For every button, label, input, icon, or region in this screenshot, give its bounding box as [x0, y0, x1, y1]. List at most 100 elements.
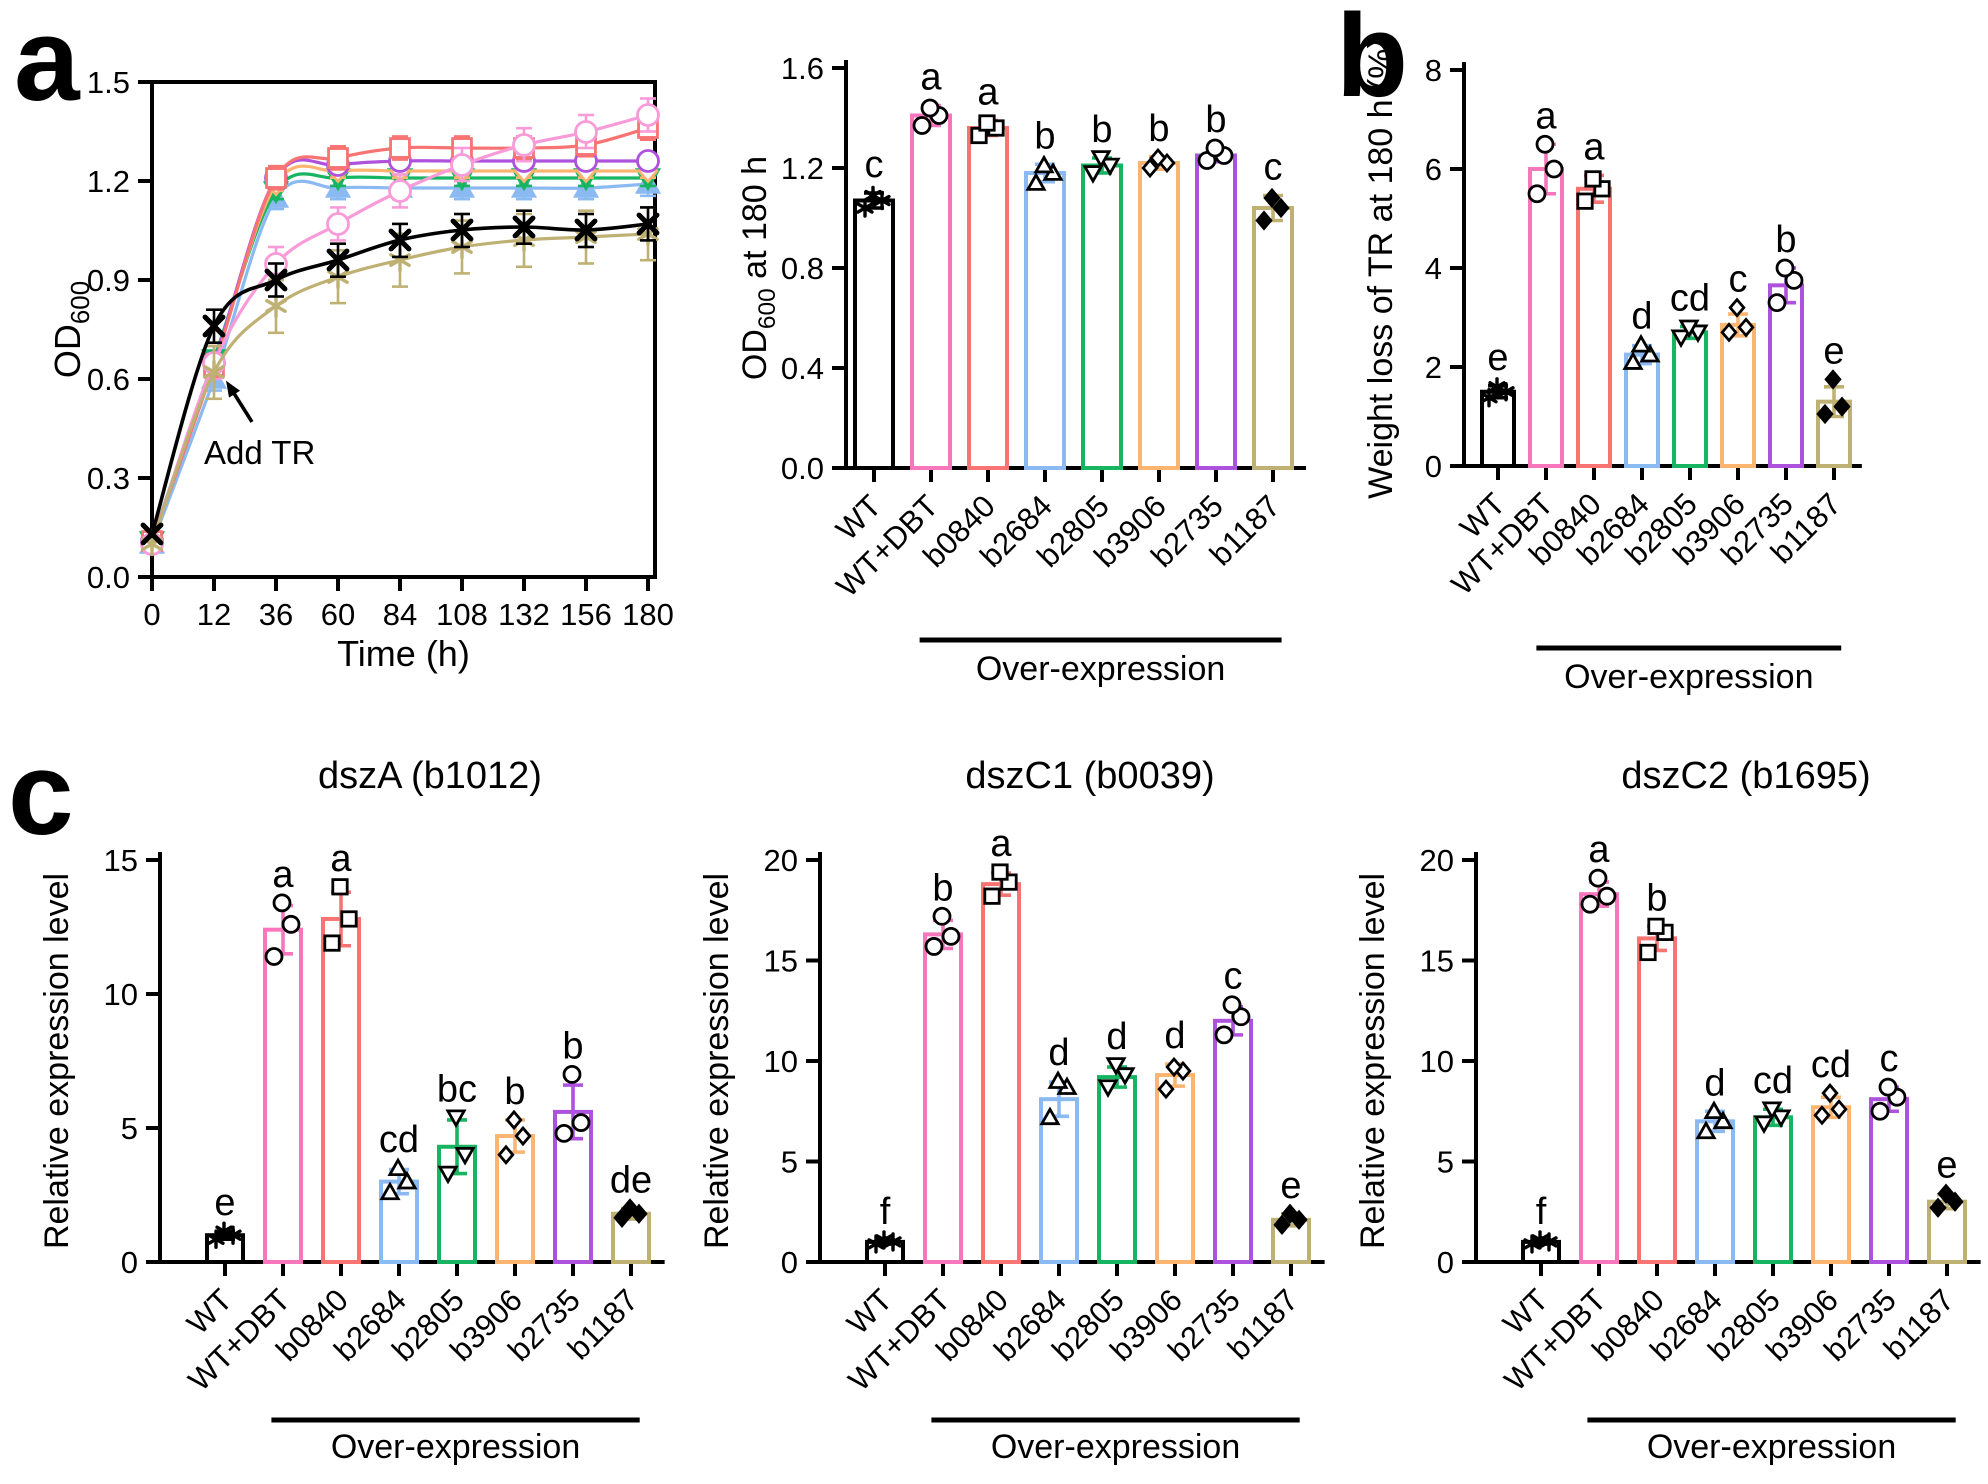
marker-shape: [1929, 1197, 1947, 1218]
marker-shape: [920, 98, 940, 118]
add-tr-annotation: Add TR: [204, 380, 315, 471]
significance-letter: a: [977, 72, 999, 114]
bar-b2805: [1753, 1115, 1793, 1264]
marker-shape: [1584, 170, 1602, 188]
x-tick-label: 36: [259, 597, 293, 632]
marker-triangle-down: [1114, 1067, 1136, 1086]
marker-diamond: [1149, 147, 1167, 169]
significance-letter: b: [1148, 108, 1169, 150]
marker-xcross: [326, 248, 350, 272]
marker-shape: [1544, 159, 1564, 179]
marker-diamond-filled: [1273, 1214, 1291, 1235]
dszA-expression-bar-chart: dszA (b1012) 0 5 10 15 Relative expression le…: [38, 755, 665, 1466]
marker-triangle-up: [1630, 333, 1652, 353]
marker-shape: [1761, 1101, 1783, 1121]
y-tick-label: 1.5: [87, 65, 130, 100]
marker-circle: [941, 926, 961, 946]
significance-letter: a: [1535, 95, 1557, 137]
marker-shape: [1149, 147, 1167, 169]
marker-shape: [1497, 386, 1515, 398]
marker-shape: [1830, 1099, 1848, 1120]
marker-circle: [264, 947, 284, 966]
marker-shape: [1670, 329, 1692, 349]
significance-letter: f: [1536, 1191, 1547, 1233]
marker-square: [340, 910, 358, 928]
x-tick-label: 0: [143, 597, 160, 632]
marker-diamond: [1157, 1078, 1175, 1100]
marker-shape: [272, 893, 292, 913]
marker-shape: [1824, 369, 1842, 390]
marker-shape: [1703, 1100, 1725, 1120]
marker-square: [1576, 192, 1594, 210]
marker-shape: [450, 153, 474, 177]
significance-letter: b: [932, 867, 953, 909]
y-tick-label: 0: [1437, 1245, 1454, 1280]
marker-diamond: [1813, 1105, 1831, 1126]
marker-shape: [1272, 197, 1290, 219]
panel-label-c: c: [8, 728, 74, 860]
group-bracket-label: Over-expression: [1647, 1428, 1896, 1466]
bar-WT+DBT: [263, 927, 303, 1264]
group-bracket: Over-expression: [271, 1417, 640, 1466]
y-tick-label: 15: [764, 944, 798, 979]
marker-shape: [1105, 1057, 1127, 1076]
marker-circle: [1870, 1101, 1890, 1121]
marker-circle: [1535, 134, 1555, 154]
bar-b2735: [1768, 283, 1804, 469]
axes: 0.0 0.3 0.6 0.9 1.2 1.5 0 12 36 60 84 108 132 156 180: [87, 65, 674, 632]
bar-b3906: [1811, 1105, 1851, 1265]
bar-b0840: [1576, 186, 1612, 469]
x-tick-label: 60: [321, 597, 355, 632]
y-axis-title: Relative expression level: [698, 873, 736, 1249]
marker-triangle-up: [1025, 172, 1047, 191]
y-tick-label: 0: [781, 1245, 798, 1280]
significance-letter: cd: [1670, 277, 1710, 319]
marker-circle: [636, 103, 660, 127]
bar-group-WT: fWT: [840, 1191, 905, 1341]
marker-diamond-filled: [1281, 1203, 1299, 1224]
marker-shape: [1878, 1077, 1898, 1097]
y-tick-label: 10: [1420, 1044, 1454, 1079]
marker-triangle-down: [1761, 1101, 1783, 1121]
marker-triangle-up: [1639, 343, 1661, 363]
bar-group-WT: fWT: [1496, 1191, 1561, 1341]
y-axis-title: Relative expression level: [1354, 873, 1392, 1249]
marker-diamond-filled: [1937, 1183, 1955, 1204]
marker-shape: [1214, 1025, 1234, 1045]
group-bracket: Over-expression: [931, 1417, 1300, 1466]
marker-shape: [1488, 381, 1506, 393]
bar-b0840: [321, 916, 361, 1265]
annotation-text: Add TR: [204, 434, 315, 471]
marker-triangle-up: [1695, 1120, 1717, 1140]
y-tick-label: 10: [764, 1044, 798, 1079]
marker-shape: [1784, 270, 1804, 290]
marker-shape: [574, 120, 598, 144]
bar-b2805: [1081, 163, 1123, 470]
marker-shape: [1946, 1191, 1964, 1212]
marker-shape: [265, 167, 287, 189]
y-tick-label: 4: [1425, 251, 1442, 286]
marker-triangle-up: [379, 1181, 401, 1201]
y-tick-label: 0.6: [87, 362, 130, 397]
significance-letter: d: [1704, 1062, 1725, 1104]
marker-circle: [388, 179, 412, 203]
marker-triangle-down: [1678, 319, 1700, 339]
marker-shape: [1678, 319, 1700, 339]
marker-triangle-down: [445, 1109, 467, 1129]
significance-letter: b: [504, 1071, 525, 1113]
significance-letter: e: [1280, 1165, 1301, 1207]
bar-b0840: [1637, 936, 1677, 1264]
marker-diamond-filled: [1816, 403, 1834, 425]
marker-shape: [388, 179, 412, 203]
bar-WT+DBT: [1579, 892, 1619, 1264]
marker-circle: [636, 149, 660, 173]
marker-circle: [1767, 293, 1787, 313]
marker-shape: [445, 1109, 467, 1129]
marker-asterisk: [1488, 377, 1506, 397]
bar-b1187: [1252, 206, 1294, 470]
marker-shape: [379, 1181, 401, 1201]
marker-shape: [941, 926, 961, 946]
bar-b2684: [1039, 1097, 1079, 1264]
marker-shape: [1775, 258, 1795, 278]
